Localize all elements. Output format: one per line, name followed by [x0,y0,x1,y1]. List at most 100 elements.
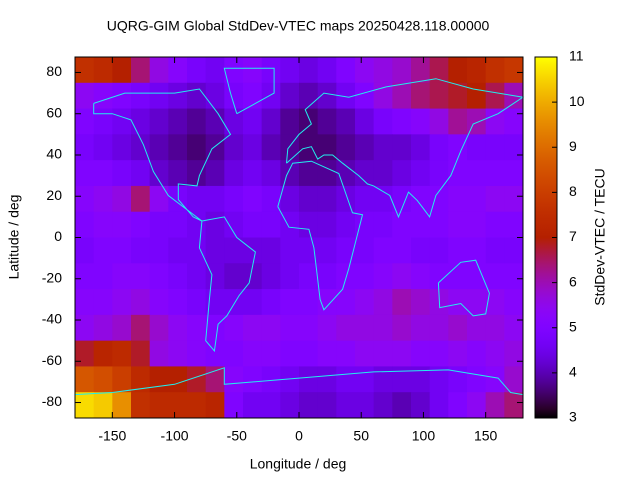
heatmap-cell [485,366,505,393]
heatmap-cell [336,289,356,316]
heatmap-cell [168,392,188,419]
heatmap-cell [299,340,319,367]
heatmap-cell [411,263,431,290]
heatmap-cell [299,82,319,110]
heatmap-cell [280,211,300,238]
y-axis-label: Latitude / deg [6,195,22,280]
x-tick-label: 100 [412,428,436,444]
heatmap-cell [75,289,95,316]
heatmap-cell [75,57,95,84]
heatmap-cell [205,108,225,135]
heatmap-cell [504,289,524,316]
coastline [277,160,364,311]
heatmap-cell [299,263,319,290]
heatmap-cell [131,263,151,290]
heatmap-cell [336,211,356,238]
heatmap-cell [131,366,151,393]
heatmap-cell [261,237,281,264]
heatmap-cell [205,57,225,84]
heatmap-cell [373,211,393,238]
heatmap-cell [485,185,505,213]
heatmap-cell [243,340,263,367]
heatmap-cell [317,134,337,161]
heatmap-cell [224,314,244,342]
heatmap-cell [299,57,319,84]
colorbar-tick-label: 9 [569,138,577,154]
colorbar-label: StdDev-VTEC / TECU [592,168,608,305]
heatmap-cell [504,185,524,213]
heatmap-cell [261,185,281,213]
heatmap-cells [75,57,524,419]
heatmap-cell [336,57,356,84]
heatmap-cell [112,82,132,110]
heatmap-cell [205,211,225,238]
heatmap-cell [336,185,356,213]
heatmap-cell [429,237,449,264]
heatmap-cell [355,289,375,316]
heatmap-cell [112,289,132,316]
heatmap-cell [355,108,375,135]
colorbar-tick-label: 8 [569,183,577,199]
heatmap-cell [317,289,337,316]
heatmap-cell [205,160,225,187]
heatmap-cell [149,366,169,393]
heatmap-cell [504,211,524,238]
heatmap-cell [392,366,412,393]
heatmap-cell [93,237,113,264]
heatmap-cell [467,340,487,367]
heatmap-cell [187,160,207,187]
heatmap-cell [243,289,263,316]
heatmap-cell [149,392,169,419]
y-tick-label: -40 [42,311,62,327]
heatmap-cell [392,314,412,342]
heatmap-cell [131,160,151,187]
heatmap-cell [168,263,188,290]
colorbar-tick-label: 6 [569,273,577,289]
heatmap-cell [317,392,337,419]
heatmap-cell [299,185,319,213]
heatmap-cell [411,314,431,342]
heatmap-cell [504,160,524,187]
heatmap-cell [187,237,207,264]
heatmap-cell [485,314,505,342]
heatmap-cell [75,108,95,135]
heatmap-cell [112,57,132,84]
heatmap-cell [429,57,449,84]
heatmap-cell [336,340,356,367]
heatmap-cell [373,314,393,342]
heatmap-cell [336,392,356,419]
heatmap-cell [187,263,207,290]
heatmap-cell [429,366,449,393]
heatmap-cell [112,108,132,135]
heatmap-cell [224,340,244,367]
heatmap-cell [261,366,281,393]
y-tick-label: 40 [46,146,62,162]
heatmap-cell [392,185,412,213]
heatmap-cell [224,108,244,135]
heatmap-cell [467,314,487,342]
heatmap-cell [112,134,132,161]
heatmap-cell [336,366,356,393]
heatmap-cell [373,57,393,84]
heatmap-cell [392,134,412,161]
heatmap-cell [224,160,244,187]
heatmap-cell [131,289,151,316]
heatmap-cell [336,237,356,264]
heatmap-cell [93,392,113,419]
heatmap-cell [299,289,319,316]
heatmap-cell [261,314,281,342]
heatmap-cell [429,263,449,290]
heatmap-cell [280,263,300,290]
heatmap-cell [280,185,300,213]
heatmap-cell [261,392,281,419]
heatmap-cell [243,211,263,238]
heatmap-cell [149,160,169,187]
heatmap-cell [485,289,505,316]
heatmap-cell [112,340,132,367]
heatmap-cell [429,392,449,419]
heatmap-cell [299,366,319,393]
heatmap-cell [429,211,449,238]
heatmap-cell [411,57,431,84]
heatmap-cell [355,366,375,393]
heatmap-cell [336,82,356,110]
